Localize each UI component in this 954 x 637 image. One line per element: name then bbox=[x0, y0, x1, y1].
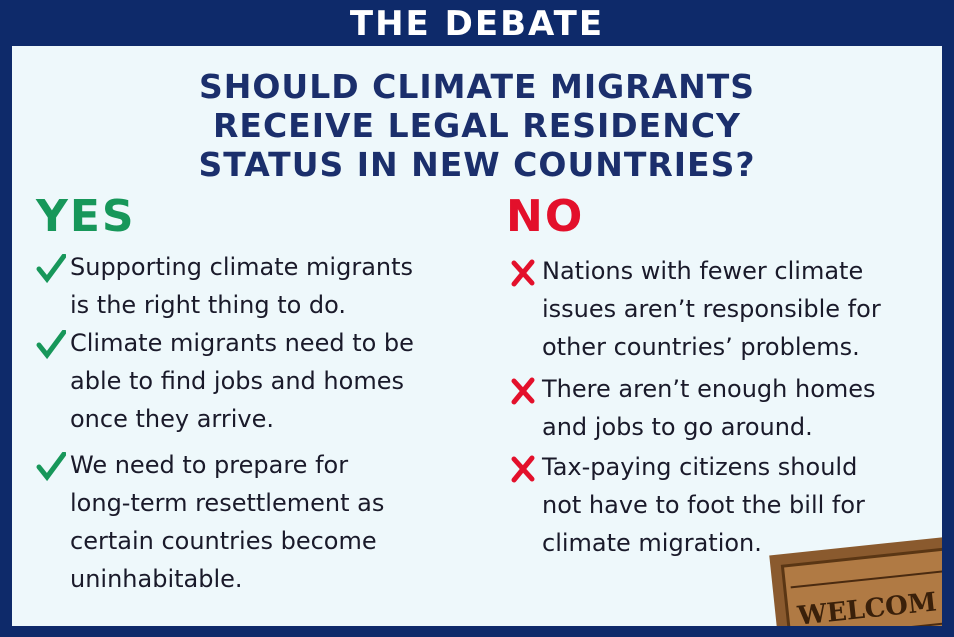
cross-icon bbox=[508, 376, 538, 406]
yes-item-line: is the right thing to do. bbox=[70, 290, 346, 320]
no-label: NO bbox=[506, 191, 584, 242]
no-item-line: issues aren’t responsible for bbox=[542, 294, 881, 324]
question-line: SHOULD CLIMATE MIGRANTS bbox=[12, 68, 942, 106]
check-icon bbox=[36, 330, 66, 360]
yes-item-line: We need to prepare for bbox=[70, 450, 348, 480]
header-title: THE DEBATE bbox=[0, 4, 954, 44]
yes-item-line: Climate migrants need to be bbox=[70, 328, 414, 358]
no-item-line: other countries’ problems. bbox=[542, 332, 860, 362]
yes-item-line: able to find jobs and homes bbox=[70, 366, 404, 396]
yes-item-line: certain countries become bbox=[70, 526, 377, 556]
yes-item-line: once they arrive. bbox=[70, 404, 274, 434]
no-item-line: not have to foot the bill for bbox=[542, 490, 865, 520]
welcome-mat: WELCOM bbox=[762, 536, 942, 626]
cross-icon bbox=[508, 258, 538, 288]
yes-label: YES bbox=[36, 191, 136, 242]
yes-item-line: long-term resettlement as bbox=[70, 488, 384, 518]
no-item-line: Tax-paying citizens should bbox=[542, 452, 857, 482]
no-item-line: There aren’t enough homes bbox=[542, 374, 876, 404]
check-icon bbox=[36, 452, 66, 482]
cross-icon bbox=[508, 454, 538, 484]
no-item-line: and jobs to go around. bbox=[542, 412, 813, 442]
check-icon bbox=[36, 254, 66, 284]
panel: SHOULD CLIMATE MIGRANTS RECEIVE LEGAL RE… bbox=[12, 46, 942, 626]
yes-item-line: uninhabitable. bbox=[70, 564, 243, 594]
no-item-line: climate migration. bbox=[542, 528, 762, 558]
page: THE DEBATE SHOULD CLIMATE MIGRANTS RECEI… bbox=[0, 0, 954, 637]
question-line: STATUS IN NEW COUNTRIES? bbox=[12, 146, 942, 184]
question-line: RECEIVE LEGAL RESIDENCY bbox=[12, 107, 942, 145]
yes-item-line: Supporting climate migrants bbox=[70, 252, 413, 282]
no-item-line: Nations with fewer climate bbox=[542, 256, 863, 286]
